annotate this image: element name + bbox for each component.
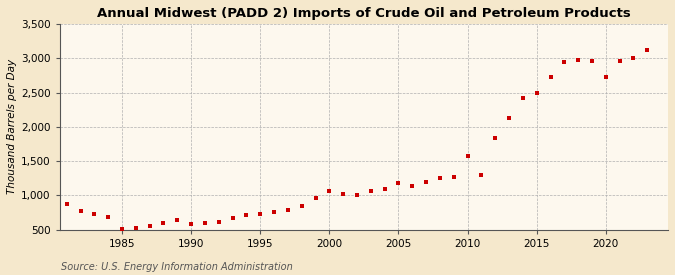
Text: Source: U.S. Energy Information Administration: Source: U.S. Energy Information Administ… [61,262,292,272]
Point [130,226,141,230]
Point [518,96,529,100]
Point [490,136,501,140]
Point [172,218,183,222]
Point [338,192,348,196]
Point [158,221,169,225]
Point [200,221,211,226]
Point [269,210,279,214]
Point [227,216,238,220]
Point [296,204,307,209]
Title: Annual Midwest (PADD 2) Imports of Crude Oil and Petroleum Products: Annual Midwest (PADD 2) Imports of Crude… [97,7,630,20]
Point [573,57,584,62]
Point [642,48,653,52]
Point [407,184,418,188]
Point [324,189,335,194]
Point [61,202,72,207]
Point [213,219,224,224]
Point [421,180,431,184]
Point [504,116,514,120]
Point [462,154,473,159]
Point [241,213,252,217]
Point [310,196,321,200]
Point [545,75,556,80]
Point [393,181,404,185]
Point [559,59,570,64]
Point [352,192,362,197]
Point [435,176,446,180]
Point [601,75,612,79]
Point [75,209,86,213]
Point [531,90,542,95]
Point [144,224,155,228]
Point [89,212,100,216]
Point [282,208,293,212]
Point [628,55,639,60]
Point [186,221,196,226]
Point [476,173,487,177]
Point [379,186,390,191]
Point [448,175,459,179]
Point [103,215,113,220]
Point [365,189,376,194]
Point [255,212,266,216]
Point [117,227,128,231]
Point [614,59,625,63]
Y-axis label: Thousand Barrels per Day: Thousand Barrels per Day [7,59,17,194]
Point [587,59,597,63]
